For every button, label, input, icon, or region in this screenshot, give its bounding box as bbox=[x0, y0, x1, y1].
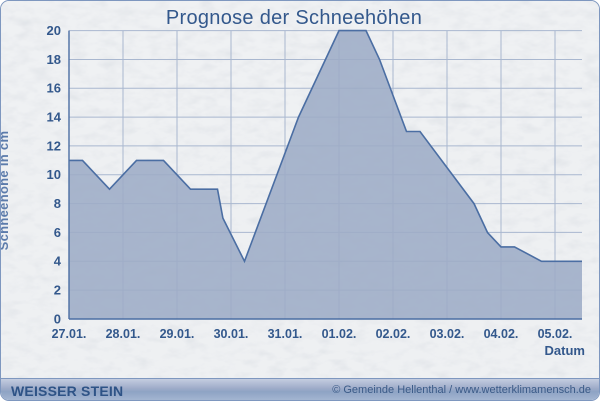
svg-text:2: 2 bbox=[54, 283, 61, 298]
svg-text:30.01.: 30.01. bbox=[214, 327, 249, 341]
svg-text:28.01.: 28.01. bbox=[106, 327, 141, 341]
svg-text:6: 6 bbox=[54, 225, 61, 240]
svg-text:4: 4 bbox=[54, 254, 62, 269]
svg-text:04.02.: 04.02. bbox=[484, 327, 519, 341]
svg-text:02.02.: 02.02. bbox=[376, 327, 411, 341]
svg-text:12: 12 bbox=[47, 138, 61, 153]
svg-text:05.02.: 05.02. bbox=[538, 327, 573, 341]
svg-text:14: 14 bbox=[47, 110, 62, 125]
svg-text:27.01.: 27.01. bbox=[52, 327, 87, 341]
svg-text:10: 10 bbox=[47, 167, 61, 182]
svg-text:16: 16 bbox=[47, 81, 61, 96]
svg-text:8: 8 bbox=[54, 196, 61, 211]
svg-text:01.02.: 01.02. bbox=[322, 327, 357, 341]
svg-text:18: 18 bbox=[47, 52, 61, 67]
svg-text:0: 0 bbox=[54, 311, 61, 326]
svg-text:20: 20 bbox=[47, 23, 61, 38]
svg-text:31.01.: 31.01. bbox=[268, 327, 303, 341]
svg-text:03.02.: 03.02. bbox=[430, 327, 465, 341]
svg-text:29.01.: 29.01. bbox=[160, 327, 195, 341]
